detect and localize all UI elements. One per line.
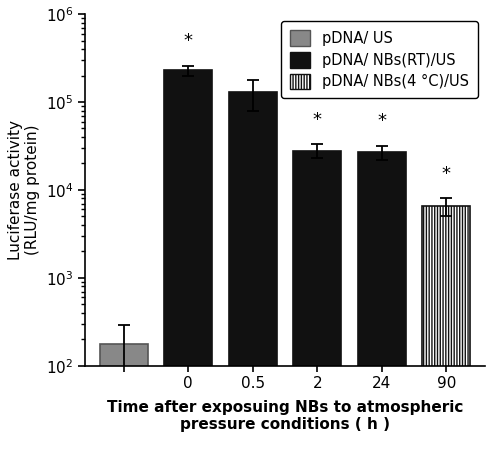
Text: *: * (378, 112, 386, 130)
Bar (164, 70, 212, 469)
Bar (293, 151, 342, 469)
Bar (422, 206, 470, 469)
Y-axis label: Luciferase activity
(RLU/mg protein): Luciferase activity (RLU/mg protein) (8, 120, 40, 260)
X-axis label: Time after exposuing NBs to atmospheric
pressure conditions ( h ): Time after exposuing NBs to atmospheric … (107, 400, 463, 432)
Bar (228, 92, 277, 469)
Text: *: * (442, 165, 451, 183)
Bar (100, 344, 148, 469)
Legend: pDNA/ US, pDNA/ NBs(RT)/US, pDNA/ NBs(4 °C)/US: pDNA/ US, pDNA/ NBs(RT)/US, pDNA/ NBs(4 … (281, 22, 477, 98)
Bar (358, 152, 406, 469)
Text: *: * (313, 111, 322, 129)
Text: *: * (184, 32, 192, 50)
